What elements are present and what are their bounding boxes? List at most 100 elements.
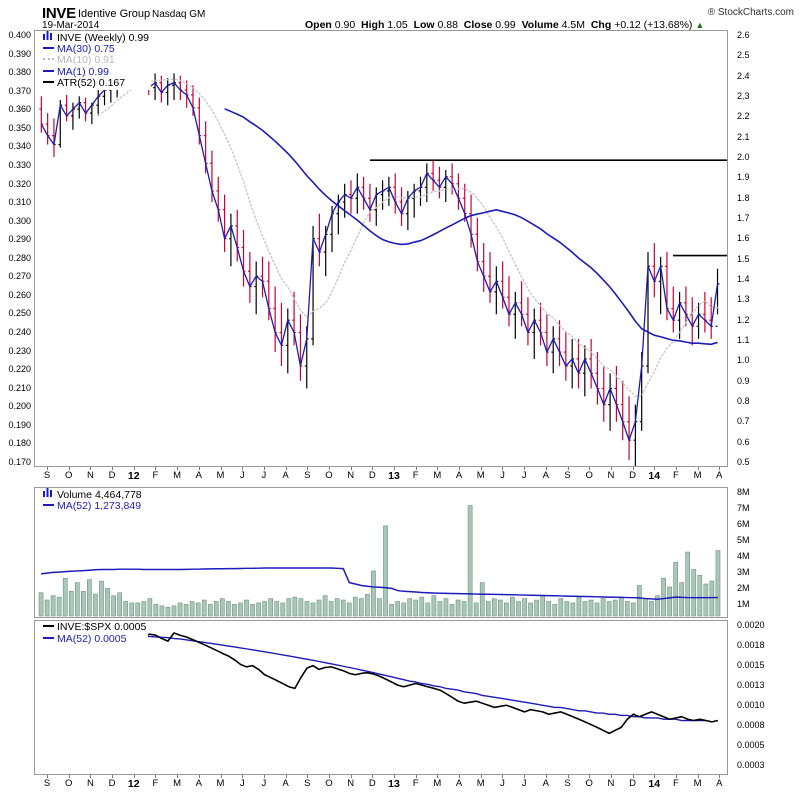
price-panel[interactable] xyxy=(34,30,728,467)
volume-bar xyxy=(389,604,394,617)
axis-tick: 0.0003 xyxy=(737,760,765,770)
x-axis-tick xyxy=(437,775,439,778)
volume-bar xyxy=(123,601,129,617)
price-bar xyxy=(443,170,448,203)
legend-swatch-ma1 xyxy=(43,69,54,72)
axis-tick: 0.320 xyxy=(8,178,31,189)
legend-swatch-atr52 xyxy=(43,81,54,84)
price-bar xyxy=(513,291,518,339)
volume-bar xyxy=(703,583,709,617)
x-axis-tick xyxy=(567,775,569,778)
volume-bar xyxy=(189,601,195,617)
x-axis-tick xyxy=(328,467,330,470)
volume-bar xyxy=(588,599,594,617)
legend-label-ma30: MA(30) 0.75 xyxy=(57,42,115,55)
axis-tick: 0.270 xyxy=(8,271,31,282)
x-axis-label: M xyxy=(216,470,225,481)
quote-date: 19-Mar-2014 xyxy=(42,20,100,31)
volume-plot-area[interactable] xyxy=(35,488,727,617)
x-axis-label: J xyxy=(261,778,267,789)
volume-bar xyxy=(546,601,552,617)
x-axis-tick xyxy=(675,467,677,470)
x-axis-tick xyxy=(68,467,70,470)
axis-tick: 1M xyxy=(737,599,750,609)
volume-bar xyxy=(371,570,376,617)
price-bar xyxy=(361,176,366,210)
axis-tick: 0.330 xyxy=(8,159,31,170)
volume-bar xyxy=(346,602,352,617)
volume-bar xyxy=(564,601,570,617)
legend-label-volume-series: Volume 4,464,778 xyxy=(57,489,142,502)
volume-bar xyxy=(56,596,62,617)
x-axis-label: A xyxy=(542,470,549,481)
legend-swatch-ma30 xyxy=(43,46,54,49)
price-bar xyxy=(532,308,537,359)
x-axis-tick xyxy=(545,775,547,778)
x-axis-tick xyxy=(697,775,699,778)
volume-bar xyxy=(286,598,292,617)
axis-tick: 2.3 xyxy=(737,91,750,101)
volume-bar xyxy=(534,599,539,617)
volume-bar xyxy=(165,606,171,617)
volume-bar xyxy=(111,595,116,617)
price-bar xyxy=(576,338,581,389)
ratio-panel[interactable] xyxy=(34,620,728,775)
price-plot-area[interactable] xyxy=(35,31,727,466)
legend-item-ma10: MA(10) 0.91 xyxy=(43,54,149,67)
x-axis-tick xyxy=(285,775,287,778)
price-legend: INVE (Weekly) 0.99 MA(30) 0.75 MA(10) 0.91… xyxy=(41,31,152,90)
x-axis-label: M xyxy=(216,778,225,789)
legend-item-ma1: MA(1) 0.99 xyxy=(43,65,149,79)
axis-tick: 2.0 xyxy=(737,152,750,162)
volume-bar xyxy=(522,598,527,617)
legend-label-atr52: ATR(52) 0.167 xyxy=(57,77,126,89)
axis-tick: 0.0005 xyxy=(737,740,765,750)
x-axis-label: 13 xyxy=(388,778,400,790)
x-axis-label: S xyxy=(304,470,311,481)
price-bar xyxy=(399,187,404,226)
axis-tick: 0.7 xyxy=(737,416,750,427)
x-axis-label: N xyxy=(607,778,615,789)
legend-swatch-ratio-ma52 xyxy=(43,636,54,639)
low-value: 0.88 xyxy=(437,19,458,31)
volume-value: 4.5M xyxy=(561,19,585,31)
axis-tick: 0.220 xyxy=(8,364,31,375)
bottom-x-axis-labels: S O N D 12 F M A M J J A S O N D 13 F M A M J J A S O N D 14 F M A xyxy=(34,778,728,792)
x-axis-tick xyxy=(459,775,461,778)
x-axis-label: J xyxy=(500,778,505,789)
axis-tick: 0.350 xyxy=(8,122,31,133)
price-bar xyxy=(45,113,50,145)
x-axis-tick xyxy=(719,467,721,470)
x-axis-label: F xyxy=(152,778,159,789)
x-axis-label: D xyxy=(368,470,376,481)
x-axis-label: F xyxy=(673,470,679,481)
x-axis-tick xyxy=(415,775,417,778)
legend-label-ma1: MA(1) 0.99 xyxy=(57,65,109,78)
price-bar xyxy=(412,183,417,218)
source-attribution: ® StockCharts.com xyxy=(707,7,794,18)
volume-bar xyxy=(612,599,618,617)
volume-bar xyxy=(171,605,177,617)
volume-bar xyxy=(691,569,697,617)
axis-tick: 3M xyxy=(737,567,750,577)
x-axis-tick xyxy=(285,467,287,470)
axis-tick: 2.1 xyxy=(737,131,750,142)
x-axis-label: A xyxy=(455,470,463,481)
volume-panel[interactable] xyxy=(34,487,728,618)
volume-bar xyxy=(425,602,431,617)
x-axis-label: M xyxy=(476,470,485,481)
chg-direction-icon: ▲ xyxy=(695,20,705,30)
axis-tick: 2.4 xyxy=(737,70,750,81)
volume-bar xyxy=(262,601,268,617)
x-axis-tick xyxy=(198,467,200,470)
price-bar xyxy=(488,252,492,303)
x-axis-tick xyxy=(675,775,677,778)
axis-tick: 0.0018 xyxy=(737,640,765,650)
x-axis-label: A xyxy=(716,470,723,481)
axis-tick: 1.1 xyxy=(737,335,750,345)
x-axis-label: D xyxy=(629,470,636,481)
x-axis-label: 12 xyxy=(127,778,140,790)
x-axis-tick xyxy=(328,775,330,778)
ratio-plot-area[interactable] xyxy=(35,621,727,774)
